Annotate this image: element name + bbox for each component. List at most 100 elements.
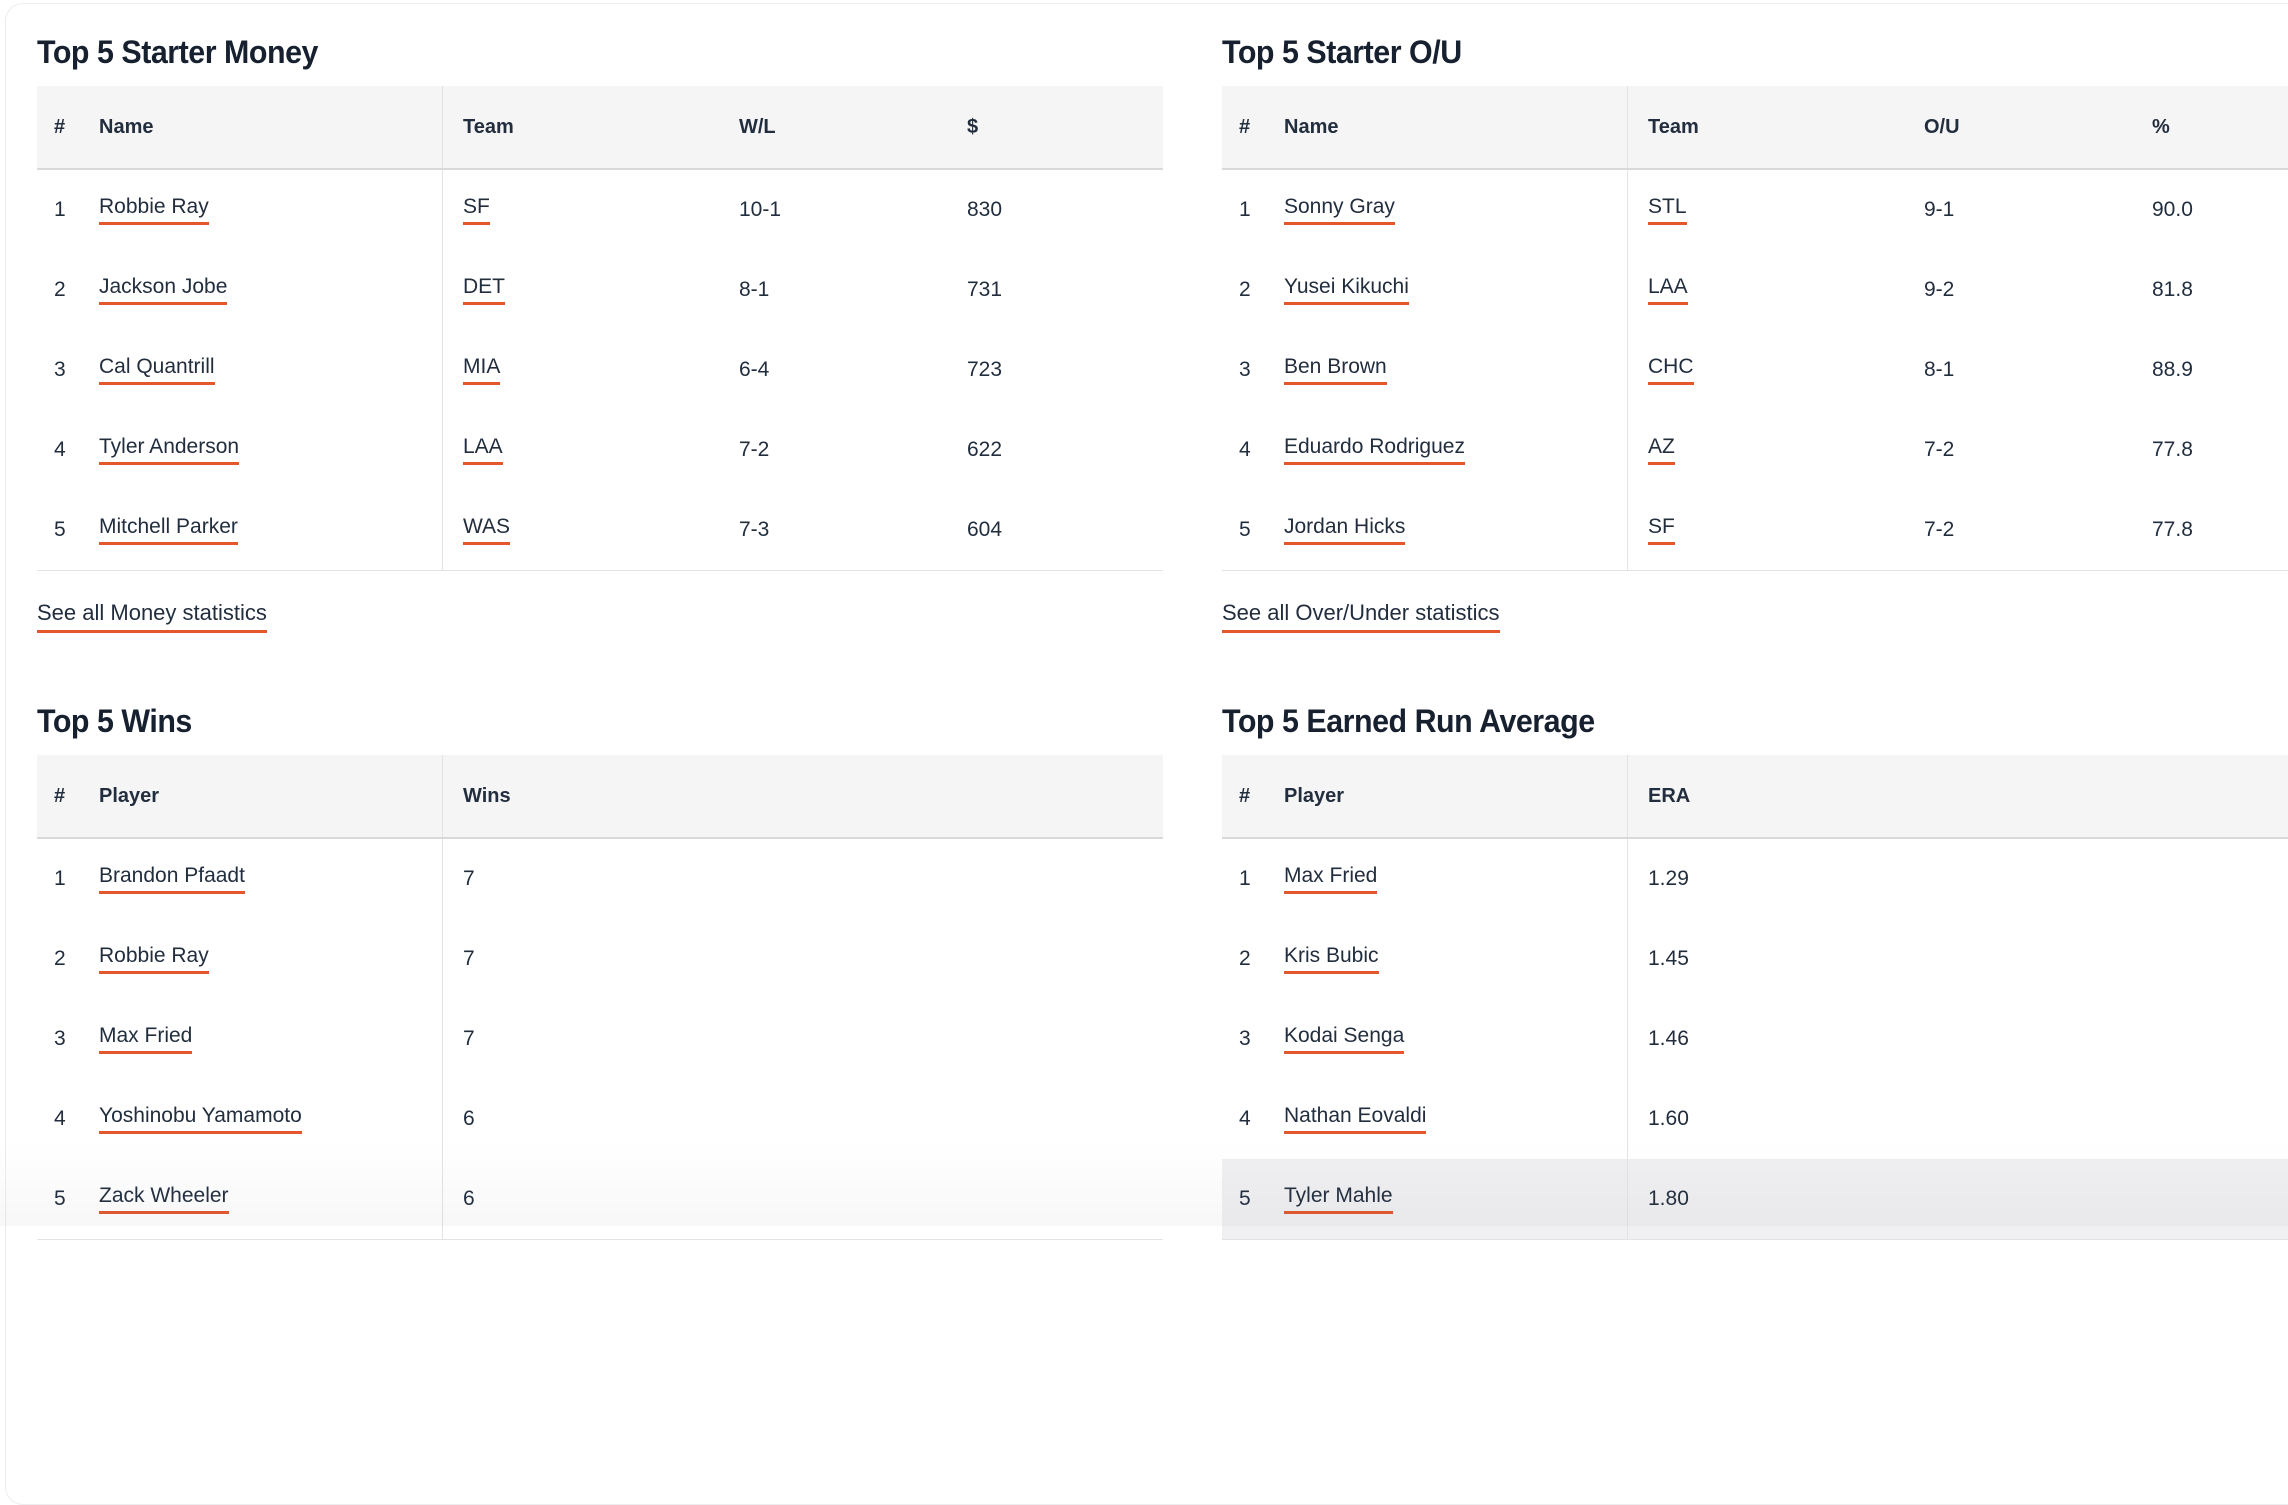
- team-link[interactable]: MIA: [463, 355, 501, 385]
- pct-cell: 77.8: [2152, 438, 2193, 461]
- col-header-team: Team: [442, 86, 739, 168]
- col-header-ou: O/U: [1924, 115, 1960, 138]
- money-cell: 723: [967, 358, 1003, 381]
- money-cell: 731: [967, 278, 1003, 301]
- team-link[interactable]: SF: [463, 195, 490, 225]
- player-link[interactable]: Sonny Gray: [1284, 195, 1395, 225]
- col-header-era: ERA: [1627, 755, 2288, 837]
- rank-cell: 4: [1239, 438, 1251, 461]
- team-cell: SF: [442, 170, 739, 250]
- player-link[interactable]: Jordan Hicks: [1284, 515, 1406, 545]
- team-cell: DET: [442, 250, 739, 330]
- player-link[interactable]: Max Fried: [1284, 864, 1378, 894]
- table-header-row: # Name Team O/U %: [1222, 86, 2288, 170]
- money-cell: 622: [967, 438, 1003, 461]
- name-cell: Eduardo Rodriguez: [1284, 410, 1627, 490]
- name-cell: Max Fried: [1284, 839, 1627, 919]
- name-cell: Yusei Kikuchi: [1284, 250, 1627, 330]
- table-row: 1 Max Fried 1.29: [1222, 839, 2288, 919]
- name-cell: Ben Brown: [1284, 330, 1627, 410]
- table-row: 4 Tyler Anderson LAA 7-2 622: [37, 410, 1163, 490]
- table-row: 1 Robbie Ray SF 10-1 830: [37, 170, 1163, 250]
- record-cell: 10-1: [739, 198, 782, 221]
- table-row: 2 Yusei Kikuchi LAA 9-2 81.8: [1222, 250, 2288, 330]
- team-cell: SF: [1627, 490, 1924, 570]
- table-row: 1 Brandon Pfaadt 7: [37, 839, 1163, 919]
- team-cell: WAS: [442, 490, 739, 570]
- name-cell: Tyler Mahle: [1284, 1159, 1627, 1239]
- rank-cell: 1: [54, 867, 66, 890]
- team-link[interactable]: DET: [463, 275, 505, 305]
- player-link[interactable]: Tyler Anderson: [99, 435, 240, 465]
- player-link[interactable]: Kodai Senga: [1284, 1024, 1405, 1054]
- team-cell: STL: [1627, 170, 1924, 250]
- wins-cell: 7: [442, 999, 1163, 1079]
- player-link[interactable]: Yusei Kikuchi: [1284, 275, 1409, 305]
- col-header-record: W/L: [739, 115, 776, 138]
- table-row: 5 Zack Wheeler 6: [37, 1159, 1163, 1239]
- era-table: # Player ERA 1 Max Fried 1.29 2 Kris Bub…: [1222, 755, 2288, 1240]
- table-row: 5 Jordan Hicks SF 7-2 77.8: [1222, 490, 2288, 570]
- table-row: 3 Max Fried 7: [37, 999, 1163, 1079]
- starter-money-table: # Name Team W/L $ 1 Robbie Ray SF 10-1 8…: [37, 86, 1163, 571]
- team-link[interactable]: SF: [1648, 515, 1675, 545]
- see-all-over-under-link[interactable]: See all Over/Under statistics: [1222, 600, 1500, 633]
- col-header-name: Name: [1284, 115, 1339, 138]
- rank-cell: 4: [54, 1107, 66, 1130]
- player-link[interactable]: Ben Brown: [1284, 355, 1387, 385]
- team-link[interactable]: AZ: [1648, 435, 1675, 465]
- col-header-name: Name: [99, 115, 154, 138]
- col-header-rank: #: [1239, 115, 1251, 138]
- player-link[interactable]: Kris Bubic: [1284, 944, 1379, 974]
- team-link[interactable]: LAA: [463, 435, 503, 465]
- col-header-rank: #: [54, 115, 66, 138]
- col-header-wins: Wins: [442, 755, 1163, 837]
- col-header-rank: #: [54, 784, 66, 807]
- player-link[interactable]: Zack Wheeler: [99, 1184, 229, 1214]
- team-cell: CHC: [1627, 330, 1924, 410]
- player-link[interactable]: Mitchell Parker: [99, 515, 238, 545]
- table-row: 3 Cal Quantrill MIA 6-4 723: [37, 330, 1163, 410]
- rank-cell: 4: [54, 438, 66, 461]
- player-link[interactable]: Jackson Jobe: [99, 275, 228, 305]
- team-link[interactable]: STL: [1648, 195, 1687, 225]
- table-row: 4 Eduardo Rodriguez AZ 7-2 77.8: [1222, 410, 2288, 490]
- team-link[interactable]: LAA: [1648, 275, 1688, 305]
- col-header-rank: #: [1239, 784, 1251, 807]
- team-cell: MIA: [442, 330, 739, 410]
- player-link[interactable]: Tyler Mahle: [1284, 1184, 1393, 1214]
- player-link[interactable]: Cal Quantrill: [99, 355, 215, 385]
- player-link[interactable]: Nathan Eovaldi: [1284, 1104, 1427, 1134]
- rank-cell: 3: [1239, 1027, 1251, 1050]
- name-cell: Sonny Gray: [1284, 170, 1627, 250]
- name-cell: Tyler Anderson: [99, 410, 442, 490]
- name-cell: Mitchell Parker: [99, 490, 442, 570]
- team-link[interactable]: WAS: [463, 515, 511, 545]
- era-cell: 1.80: [1627, 1159, 2288, 1239]
- record-cell: 7-3: [739, 518, 770, 541]
- name-cell: Nathan Eovaldi: [1284, 1079, 1627, 1159]
- table-row: 1 Sonny Gray STL 9-1 90.0: [1222, 170, 2288, 250]
- team-link[interactable]: CHC: [1648, 355, 1694, 385]
- era-cell: 1.60: [1627, 1079, 2288, 1159]
- table-row: 4 Nathan Eovaldi 1.60: [1222, 1079, 2288, 1159]
- player-link[interactable]: Robbie Ray: [99, 195, 209, 225]
- player-link[interactable]: Brandon Pfaadt: [99, 864, 245, 894]
- section-title: Top 5 Wins: [37, 703, 192, 739]
- rank-cell: 4: [1239, 1107, 1251, 1130]
- player-link[interactable]: Yoshinobu Yamamoto: [99, 1104, 302, 1134]
- record-cell: 8-1: [739, 278, 770, 301]
- see-all-money-link[interactable]: See all Money statistics: [37, 600, 267, 633]
- rank-cell: 1: [54, 198, 66, 221]
- table-header-row: # Player ERA: [1222, 755, 2288, 839]
- wins-cell: 7: [442, 839, 1163, 919]
- player-link[interactable]: Robbie Ray: [99, 944, 209, 974]
- player-link[interactable]: Max Fried: [99, 1024, 193, 1054]
- name-cell: Yoshinobu Yamamoto: [99, 1079, 442, 1159]
- player-link[interactable]: Eduardo Rodriguez: [1284, 435, 1465, 465]
- table-row: 4 Yoshinobu Yamamoto 6: [37, 1079, 1163, 1159]
- section-title: Top 5 Starter Money: [37, 34, 318, 70]
- record-cell: 7-2: [739, 438, 770, 461]
- era-cell: 1.45: [1627, 919, 2288, 999]
- table-row: 2 Robbie Ray 7: [37, 919, 1163, 999]
